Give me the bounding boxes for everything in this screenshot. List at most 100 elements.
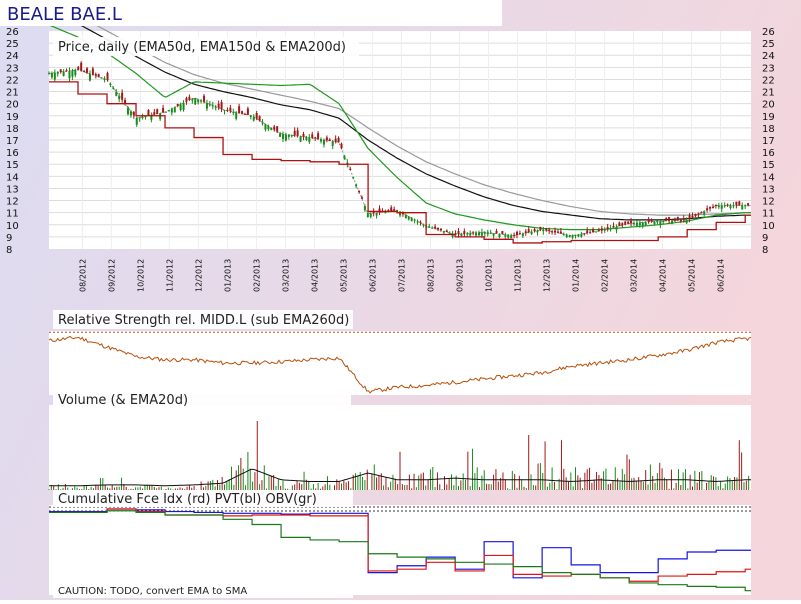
price-bar [571, 235, 574, 238]
price-bar [434, 226, 437, 229]
price-bar [697, 213, 700, 215]
price-bar [173, 107, 176, 113]
price-bar [600, 228, 603, 231]
y-tick-label: 17 [762, 136, 775, 147]
price-panel-title: Price, daily (EMA50d, EMA150d & EMA200d) [58, 40, 346, 55]
price-bar [738, 201, 741, 206]
price-bar [100, 77, 103, 79]
price-bar [700, 212, 703, 214]
price-bar [574, 234, 577, 237]
price-bar [521, 233, 524, 237]
price-bar [627, 221, 630, 224]
price-bar [273, 126, 276, 130]
price-bar [241, 111, 244, 114]
price-bar [74, 70, 77, 76]
price-bar [633, 223, 635, 225]
price-bar [290, 135, 293, 137]
price-bar [597, 230, 600, 232]
price-bar [153, 112, 156, 115]
y-tick-label: 17 [6, 136, 19, 147]
price-bar [144, 116, 147, 118]
price-bar [445, 230, 448, 233]
price-bar [419, 221, 422, 223]
price-bar [653, 221, 656, 225]
y-tick-label: 15 [6, 160, 19, 171]
price-bar [229, 107, 232, 112]
y-tick-label: 21 [762, 88, 775, 99]
price-bar [235, 112, 238, 119]
price-bar [279, 133, 282, 137]
price-bar [483, 232, 486, 234]
x-tick-label: 04/2014 [659, 259, 668, 292]
price-bar [556, 231, 559, 233]
price-bar [147, 110, 150, 116]
price-bar [141, 116, 144, 118]
price-bar [594, 231, 597, 233]
price-bar [176, 104, 179, 106]
price-bar [650, 219, 653, 222]
rs-title-box [53, 310, 353, 329]
price-bar [659, 221, 662, 225]
x-tick-label: 03/2014 [630, 259, 639, 292]
price-bar [162, 107, 165, 113]
y-tick-label: 16 [762, 148, 775, 159]
price-bar [665, 218, 668, 221]
price-bar [238, 106, 241, 114]
price-bar [703, 211, 706, 215]
price-bar [706, 208, 709, 210]
price-bar [439, 228, 442, 231]
price-bar [255, 113, 258, 119]
price-bar [644, 222, 647, 226]
y-tick-label: 24 [762, 51, 775, 62]
price-bar [688, 215, 691, 219]
price-bar [507, 235, 510, 238]
price-bar [293, 130, 296, 136]
price-bar [630, 220, 633, 224]
price-bar [109, 83, 112, 85]
x-tick-label: 10/2012 [136, 259, 145, 292]
price-bar [94, 74, 97, 76]
price-bar [325, 137, 328, 141]
price-bar [460, 233, 463, 236]
price-bar [413, 219, 416, 221]
price-bar [124, 99, 127, 104]
x-tick-label: 11/2013 [513, 259, 522, 292]
y-tick-label: 13 [762, 184, 775, 195]
price-bar [264, 124, 267, 130]
price-bar [305, 137, 308, 140]
price-bar [138, 117, 141, 119]
price-bar [232, 111, 235, 113]
price-bar [498, 233, 501, 238]
price-bar [126, 107, 129, 115]
x-tick-label: 07/2013 [397, 259, 406, 292]
x-tick-label: 12/2012 [194, 259, 203, 292]
rs-panel-title: Relative Strength rel. MIDD.L (sub EMA26… [58, 313, 349, 328]
price-bar [448, 232, 451, 234]
price-bar [211, 105, 214, 107]
price-bar [621, 223, 624, 226]
price-bar [741, 205, 744, 210]
price-bar [282, 134, 284, 139]
price-bar [71, 70, 74, 77]
price-bar [106, 72, 109, 81]
x-tick-label: 05/2013 [339, 259, 348, 292]
price-bar [437, 227, 440, 230]
ema200-line [48, 0, 751, 216]
price-bar [565, 234, 568, 238]
price-bar [331, 141, 334, 146]
price-bar [369, 213, 372, 217]
price-bar [267, 125, 270, 130]
price-bar [308, 137, 311, 142]
price-bar [404, 214, 407, 219]
price-bar [510, 235, 513, 239]
y-tick-label: 20 [762, 100, 775, 111]
price-bar [714, 204, 717, 206]
price-bar [48, 73, 50, 75]
price-bar [454, 233, 457, 235]
x-tick-label: 01/2014 [572, 259, 581, 292]
indicator-title-box [53, 490, 353, 507]
price-bar [527, 229, 530, 233]
